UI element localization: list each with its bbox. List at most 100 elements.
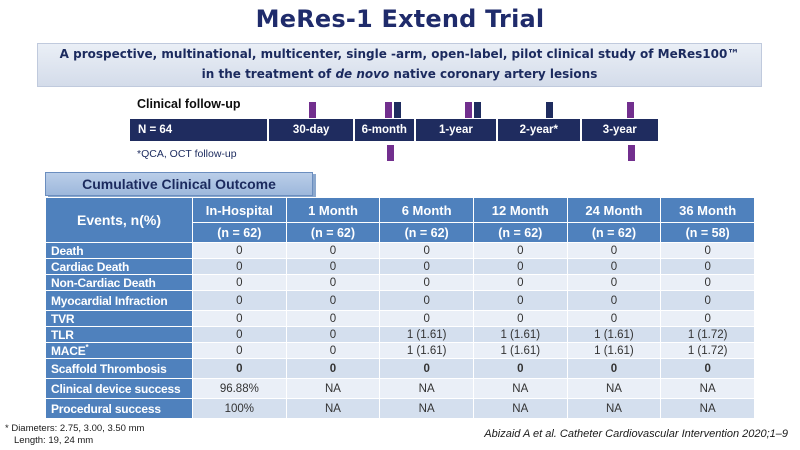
- device-size-footnote: * Diameters: 2.75, 3.00, 3.50 mm Length:…: [5, 423, 144, 447]
- table-cell: 0: [472, 310, 568, 327]
- table-cell: 0: [379, 310, 474, 327]
- column-n-subheader: (n = 62): [192, 222, 287, 243]
- table-cell: 0: [285, 326, 381, 343]
- table-cell: 0: [192, 274, 287, 291]
- column-n-subheader: (n = 62): [285, 222, 381, 243]
- row-label: TLR: [45, 326, 193, 343]
- table-cell: 1 (1.61): [566, 326, 662, 343]
- table-cell: 0: [285, 242, 381, 259]
- table-cell: 0: [285, 342, 381, 359]
- table-cell: 100%: [192, 398, 287, 419]
- table-cell: 0: [285, 258, 381, 275]
- table-cell: 0: [285, 358, 381, 379]
- table-cell: 0: [660, 258, 755, 275]
- timeline-n-label: N = 64: [130, 119, 268, 141]
- table-cell: NA: [660, 398, 755, 419]
- column-n-subheader: (n = 58): [660, 222, 755, 243]
- timeline-segment: 3-year: [581, 119, 658, 141]
- table-cell: 0: [660, 310, 755, 327]
- table-row: Procedural success 100% NA NA NA NA NA: [45, 398, 755, 419]
- table-cell: 96.88%: [192, 378, 287, 399]
- table-cell: NA: [285, 398, 381, 419]
- table-cell: 0: [566, 290, 662, 311]
- citation: Abizaid A et al. Catheter Cardiovascular…: [484, 428, 788, 440]
- row-label: Death: [45, 242, 193, 259]
- section-title: Cumulative Clinical Outcome: [45, 172, 313, 196]
- table-cell: NA: [472, 378, 568, 399]
- timeline-tick: [387, 145, 394, 161]
- timeline-segment: 6-month: [354, 119, 414, 141]
- table-cell: 0: [285, 274, 381, 291]
- timeline-tick: [474, 102, 481, 118]
- study-description-line1: A prospective, multinational, multicente…: [59, 47, 740, 62]
- column-header: 6 Month: [379, 197, 474, 223]
- timeline-tick: [627, 102, 634, 118]
- study-description-line2: in the treatment of de novo native coron…: [201, 67, 598, 81]
- footnote-line2: Length: 19, 24 mm: [14, 434, 94, 446]
- table-row: Clinical device success 96.88% NA NA NA NA NA: [45, 378, 755, 399]
- table-cell: 0: [192, 290, 287, 311]
- study-description-banner: A prospective, multinational, multicente…: [37, 43, 762, 87]
- timeline-segment: 30-day: [269, 119, 353, 141]
- row-label: Procedural success: [45, 398, 193, 419]
- events-corner-header: Events, n(%): [45, 197, 193, 243]
- footnote-line1: * Diameters: 2.75, 3.00, 3.50 mm: [5, 423, 145, 434]
- page-title: MeRes-1 Extend Trial: [255, 5, 545, 33]
- timeline-tick: [465, 102, 472, 118]
- table-cell: 0: [566, 310, 662, 327]
- row-label: Scaffold Thrombosis: [45, 358, 193, 379]
- table-row: Death 0 0 0 0 0 0: [45, 242, 755, 259]
- table-cell: 0: [472, 290, 568, 311]
- row-label: Cardiac Death: [45, 258, 193, 275]
- table-row: TLR 0 0 1 (1.61) 1 (1.61) 1 (1.61) 1 (1.72): [45, 326, 755, 343]
- table-cell: 0: [379, 258, 474, 275]
- row-label: Myocardial Infraction: [45, 290, 193, 311]
- table-cell: 0: [285, 310, 381, 327]
- table-cell: 0: [379, 290, 474, 311]
- table-row: TVR 0 0 0 0 0 0: [45, 310, 755, 327]
- table-cell: NA: [285, 378, 381, 399]
- table-cell: 0: [379, 242, 474, 259]
- table-row: Scaffold Thrombosis 0 0 0 0 0 0: [45, 358, 755, 379]
- table-cell: 0: [566, 242, 662, 259]
- table-cell: 0: [472, 242, 568, 259]
- column-header: 36 Month: [660, 197, 755, 223]
- timeline-tick: [628, 145, 635, 161]
- table-cell: 0: [379, 358, 474, 379]
- timeline-tick: [546, 102, 553, 118]
- timeline-segment: 1-year: [415, 119, 497, 141]
- table-cell: 0: [660, 274, 755, 291]
- table-cell: 0: [660, 358, 755, 379]
- column-header: In-Hospital: [192, 197, 287, 223]
- table-cell: 0: [472, 358, 568, 379]
- table-cell: 0: [192, 258, 287, 275]
- table-cell: 0: [192, 242, 287, 259]
- table-cell: 0: [566, 358, 662, 379]
- timeline-tick: [309, 102, 316, 118]
- row-label: MACE*: [45, 342, 193, 359]
- table-cell: NA: [660, 378, 755, 399]
- row-label: Non-Cardiac Death: [45, 274, 193, 291]
- table-cell: 1 (1.61): [566, 342, 662, 359]
- table-cell: 0: [192, 310, 287, 327]
- timeline-bar: N = 64 30-day 6-month 1-year 2-year* 3-year: [130, 119, 658, 141]
- table-cell: NA: [379, 378, 474, 399]
- table-row: Non-Cardiac Death 0 0 0 0 0 0: [45, 274, 755, 291]
- column-n-subheader: (n = 62): [379, 222, 474, 243]
- table-cell: 0: [472, 258, 568, 275]
- timeline-segment: 2-year*: [498, 119, 580, 141]
- table-cell: 1 (1.61): [472, 326, 568, 343]
- table-cell: 0: [379, 274, 474, 291]
- row-label: Clinical device success: [45, 378, 193, 399]
- timeline-tick: [385, 102, 392, 118]
- table-cell: 1 (1.61): [379, 326, 474, 343]
- table-row: Cardiac Death 0 0 0 0 0 0: [45, 258, 755, 275]
- table-cell: 0: [660, 290, 755, 311]
- column-header: 1 Month: [285, 197, 381, 223]
- timeline-title: Clinical follow-up: [137, 97, 241, 111]
- table-cell: 0: [285, 290, 381, 311]
- table-cell: 1 (1.72): [660, 342, 755, 359]
- row-label: TVR: [45, 310, 193, 327]
- table-cell: NA: [379, 398, 474, 419]
